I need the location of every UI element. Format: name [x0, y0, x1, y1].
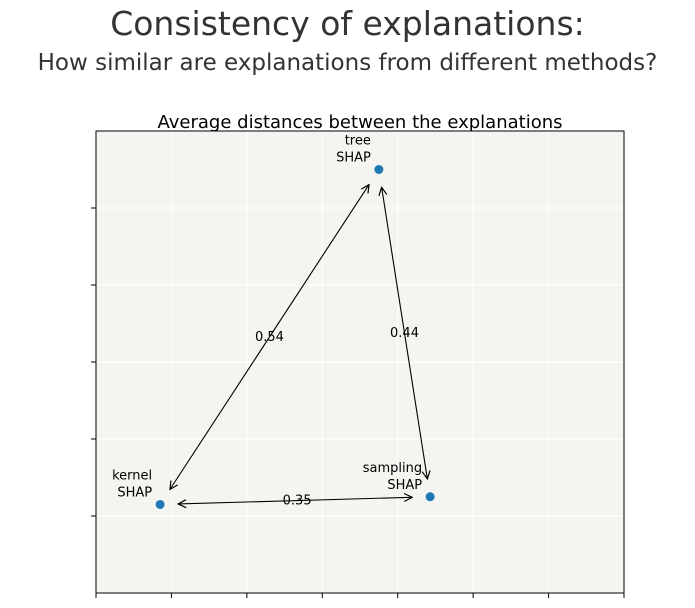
distance-label: 0.35	[283, 494, 312, 509]
distance-arrow	[382, 187, 428, 479]
chart-title: Average distances between the explanatio…	[158, 112, 563, 133]
point-label: kernel	[112, 468, 152, 483]
data-point	[425, 492, 435, 502]
page-subtitle: How similar are explanations from differ…	[37, 50, 658, 76]
point-label: tree	[345, 134, 371, 149]
point-label: SHAP	[117, 485, 152, 500]
distance-arrows: 0.54 0.44 0.35	[170, 185, 427, 509]
plot-frame	[95, 130, 625, 594]
point-label: SHAP	[387, 478, 422, 493]
distance-arrow	[178, 497, 412, 504]
data-point	[374, 165, 384, 174]
distance-arrow	[170, 185, 369, 490]
axis-ticks	[91, 207, 625, 598]
data-point	[155, 499, 165, 509]
data-points: tree SHAP sampling SHAP kernel SHAP	[112, 134, 435, 509]
distance-label: 0.54	[255, 330, 284, 345]
point-label: sampling	[363, 461, 422, 476]
page-title: Consistency of explanations:	[110, 4, 585, 43]
distance-label: 0.44	[390, 326, 419, 341]
point-label: SHAP	[336, 151, 371, 166]
